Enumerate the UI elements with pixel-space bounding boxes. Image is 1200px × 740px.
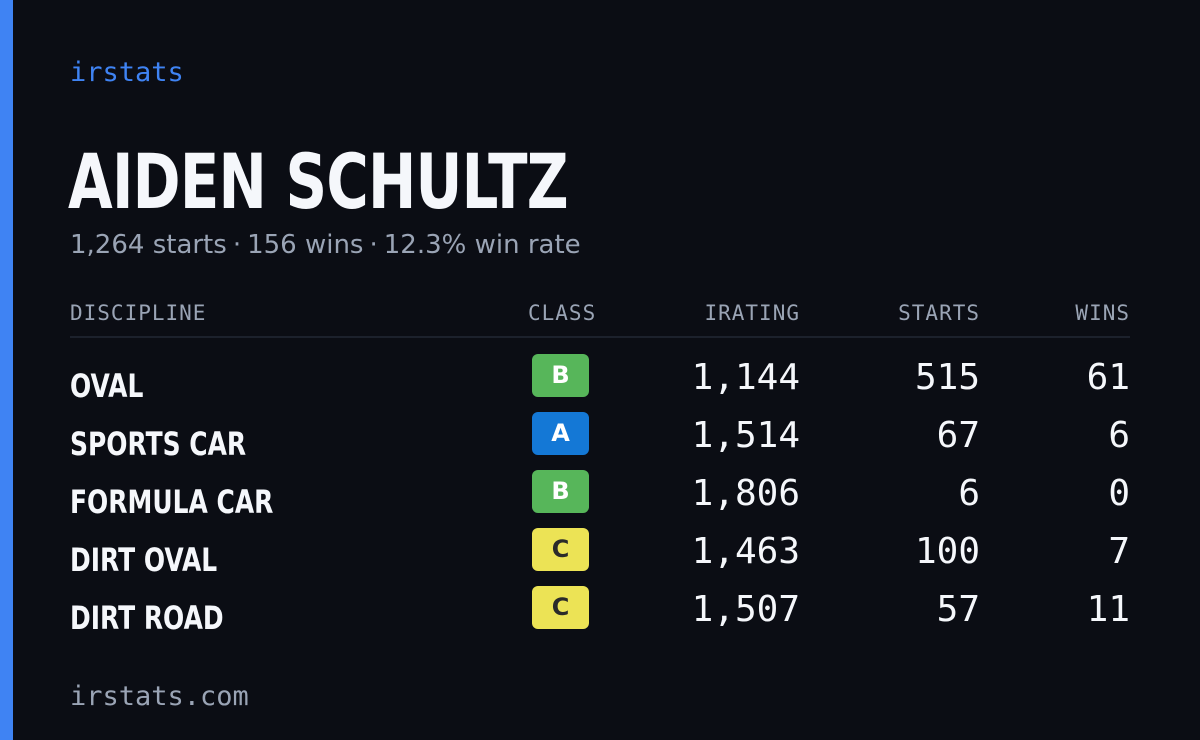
class-badge: A <box>532 412 589 455</box>
column-header-class: CLASS <box>528 301 597 325</box>
wins-value: 11 <box>1086 589 1130 630</box>
wins-value: 0 <box>1108 473 1130 514</box>
class-badge: C <box>532 586 589 629</box>
discipline-name: SPORTS CAR <box>70 425 247 463</box>
accent-bar <box>0 0 13 740</box>
discipline-name: OVAL <box>70 367 144 405</box>
stats-table: DISCIPLINE CLASS IRATING STARTS WINS OVA… <box>70 296 1130 644</box>
total-starts: 1,264 starts <box>70 230 227 260</box>
table-header: DISCIPLINE CLASS IRATING STARTS WINS <box>70 296 1130 338</box>
table-body: OVAL B 1,144 515 61 SPORTS CAR A 1,514 6… <box>70 354 1130 644</box>
table-row: SPORTS CAR A 1,514 67 6 <box>70 412 1130 470</box>
column-header-discipline: DISCIPLINE <box>70 301 207 325</box>
footer-url: irstats.com <box>70 681 249 712</box>
irating-value: 1,806 <box>691 473 800 514</box>
class-badge: B <box>532 470 589 513</box>
starts-value: 57 <box>936 589 980 630</box>
starts-value: 67 <box>936 415 980 456</box>
column-header-wins: WINS <box>1075 301 1130 325</box>
discipline-name: FORMULA CAR <box>70 483 274 521</box>
total-wins: 156 wins <box>247 230 364 260</box>
irating-value: 1,507 <box>691 589 800 630</box>
separator: · <box>369 230 378 260</box>
wins-value: 6 <box>1108 415 1130 456</box>
player-summary: 1,264 starts · 156 wins · 12.3% win rate <box>70 228 581 262</box>
class-badge: C <box>532 528 589 571</box>
table-row: FORMULA CAR B 1,806 6 0 <box>70 470 1130 528</box>
table-row: OVAL B 1,144 515 61 <box>70 354 1130 412</box>
discipline-name: DIRT OVAL <box>70 541 218 579</box>
table-row: DIRT ROAD C 1,507 57 11 <box>70 586 1130 644</box>
irating-value: 1,463 <box>691 531 800 572</box>
class-badge: B <box>532 354 589 397</box>
irating-value: 1,144 <box>691 357 800 398</box>
wins-value: 61 <box>1086 357 1130 398</box>
starts-value: 100 <box>914 531 980 572</box>
separator: · <box>232 230 242 260</box>
column-header-starts: STARTS <box>898 301 980 325</box>
page-title: AIDEN SCHULTZ <box>68 137 569 226</box>
win-rate: 12.3% win rate <box>383 230 581 260</box>
table-row: DIRT OVAL C 1,463 100 7 <box>70 528 1130 586</box>
irating-value: 1,514 <box>691 415 800 456</box>
starts-value: 6 <box>958 473 980 514</box>
column-header-irating: IRATING <box>704 301 800 325</box>
starts-value: 515 <box>914 357 980 398</box>
wins-value: 7 <box>1108 531 1130 572</box>
brand-logo: irstats <box>70 57 184 88</box>
discipline-name: DIRT ROAD <box>70 599 224 637</box>
